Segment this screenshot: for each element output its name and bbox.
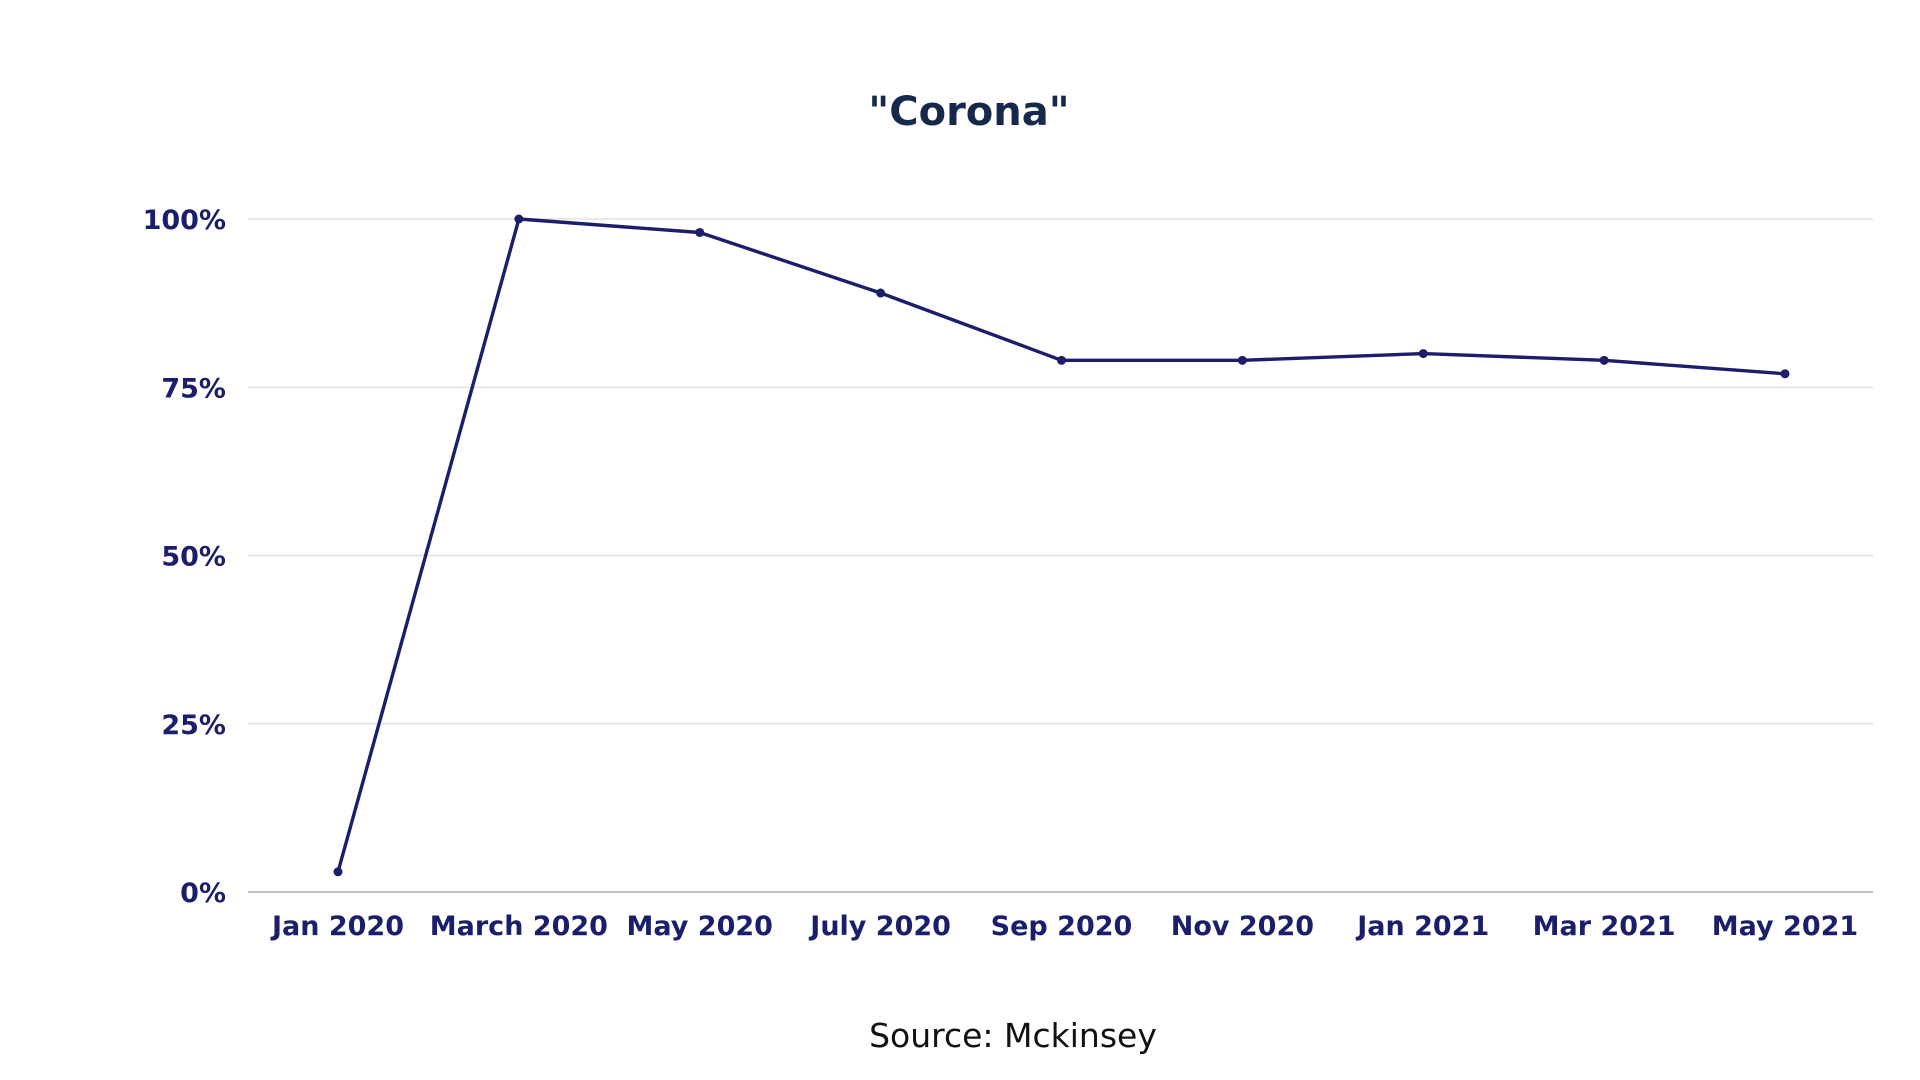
y-tick-label: 50% bbox=[161, 542, 226, 573]
data-point bbox=[514, 214, 524, 224]
x-tick-label: Jan 2020 bbox=[270, 911, 404, 942]
y-tick-label: 0% bbox=[180, 878, 226, 909]
data-point bbox=[1418, 349, 1428, 359]
series-line bbox=[336, 217, 1787, 874]
x-tick-label: Mar 2021 bbox=[1533, 911, 1676, 942]
data-point bbox=[1057, 355, 1066, 365]
y-tick-label: 75% bbox=[161, 373, 226, 404]
source-label: Source: Mckinsey bbox=[869, 1016, 1157, 1055]
x-tick-label: May 2021 bbox=[1712, 911, 1858, 942]
x-tick-label: July 2020 bbox=[808, 911, 951, 942]
data-point bbox=[1780, 369, 1790, 379]
grid-layer bbox=[248, 218, 1873, 725]
y-tick-label: 100% bbox=[143, 205, 226, 236]
series-layer bbox=[333, 214, 1790, 877]
data-point bbox=[1599, 355, 1609, 365]
x-tick-label: Sep 2020 bbox=[991, 911, 1133, 942]
chart-title: "Corona" bbox=[868, 89, 1069, 135]
data-point bbox=[1237, 355, 1247, 365]
x-tick-label: Jan 2021 bbox=[1355, 911, 1489, 942]
x-tick-label: May 2020 bbox=[627, 911, 773, 942]
data-point bbox=[876, 288, 886, 298]
x-tick-labels: Jan 2020 March 2020 May 2020 July 2020 Sep 2… bbox=[270, 911, 1858, 942]
y-tick-label: 25% bbox=[161, 710, 226, 741]
y-tick-labels: 0% 25% 50% 75% 100% bbox=[143, 205, 226, 909]
x-tick-label: Nov 2020 bbox=[1171, 911, 1314, 942]
x-tick-label: March 2020 bbox=[430, 911, 608, 942]
data-point bbox=[333, 867, 343, 877]
data-point bbox=[695, 227, 705, 237]
